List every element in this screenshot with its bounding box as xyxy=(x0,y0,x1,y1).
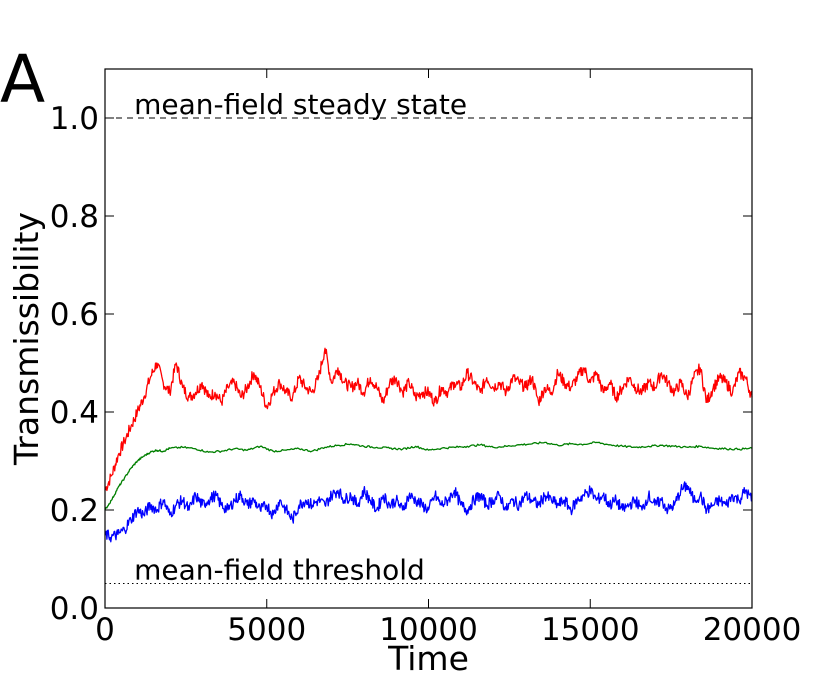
x-axis-label: Time xyxy=(387,639,469,675)
series-green-line xyxy=(104,441,753,511)
x-tick-label: 20000 xyxy=(703,612,802,648)
y-tick-label: 1.0 xyxy=(50,101,99,137)
y-tick-label: 0.2 xyxy=(50,493,99,529)
plot-frame xyxy=(104,68,753,609)
x-tick-label: 10000 xyxy=(379,612,478,648)
y-tick-label: 0.0 xyxy=(50,591,99,627)
x-tick-label: 0 xyxy=(95,612,115,648)
series-red-line xyxy=(104,347,753,492)
series-blue-line xyxy=(104,481,753,543)
y-tick-label: 0.8 xyxy=(50,199,99,235)
steady-state-label: mean-field steady state xyxy=(134,88,467,121)
x-tick-label: 5000 xyxy=(227,612,306,648)
y-axis-label: Transmissibility xyxy=(7,212,46,466)
panel-label: A xyxy=(0,41,45,118)
threshold-label: mean-field threshold xyxy=(134,554,425,587)
x-tick-label: 15000 xyxy=(541,612,640,648)
y-tick-label: 0.4 xyxy=(50,395,99,431)
y-tick-label: 0.6 xyxy=(50,297,99,333)
